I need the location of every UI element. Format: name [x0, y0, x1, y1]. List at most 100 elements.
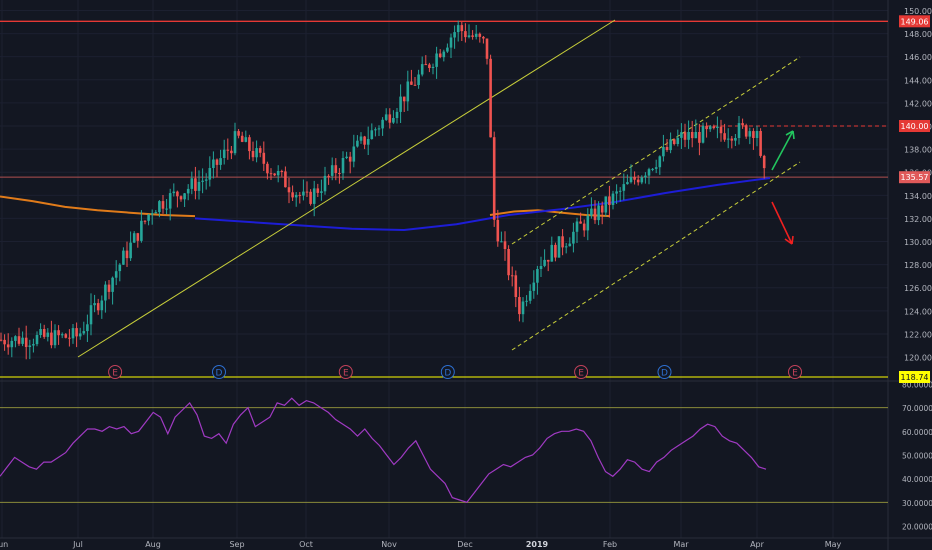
candle-body	[644, 175, 647, 178]
event-marker-d[interactable]: D	[440, 365, 455, 379]
time-tick-label: Dec	[457, 540, 472, 549]
candle-body	[730, 138, 734, 141]
price-tag-label: 118.74	[901, 373, 929, 382]
candle-body	[482, 36, 485, 39]
candle-body	[46, 332, 50, 337]
candle-body	[554, 244, 557, 258]
rsi-tick-label: 30.0000	[902, 499, 932, 508]
candle-body	[258, 148, 262, 153]
event-marker-circle	[108, 365, 123, 379]
event-marker-label: E	[343, 369, 349, 379]
candle-body	[536, 269, 539, 283]
candle-body	[118, 264, 122, 272]
candle-body	[431, 66, 435, 68]
event-marker-e[interactable]: E	[338, 365, 353, 379]
price-tick-label: 144.00	[904, 76, 932, 85]
event-marker-label: E	[792, 369, 798, 379]
lines-layer	[0, 19, 888, 378]
candle-body	[345, 156, 348, 158]
channel-lower-line	[511, 161, 801, 351]
candle-body	[546, 259, 550, 262]
rsi-line	[0, 397, 767, 503]
candle-body	[165, 208, 168, 210]
candle-body	[68, 337, 71, 339]
candle-body	[312, 188, 316, 204]
candle-body	[417, 74, 420, 85]
candle-body	[100, 300, 104, 311]
candle-body	[572, 231, 575, 244]
candle-body	[514, 275, 518, 297]
candle-body	[53, 330, 57, 346]
candle-body	[618, 190, 622, 192]
candle-body	[28, 345, 32, 347]
price-tick-label: 142.00	[904, 99, 932, 108]
candle-body	[701, 125, 705, 143]
candle-body	[309, 191, 312, 204]
price-tick-label: 148.00	[904, 30, 932, 39]
candle-body	[712, 126, 716, 129]
candle-body	[60, 334, 64, 336]
candle-body	[35, 335, 39, 345]
candle-body	[194, 178, 197, 191]
candle-body	[219, 158, 222, 165]
candle-body	[759, 131, 762, 156]
candle-body	[57, 330, 60, 336]
candle-body	[672, 139, 676, 144]
candle-body	[107, 284, 111, 292]
candle-body	[291, 192, 294, 198]
candle-body	[89, 305, 93, 325]
candle-body	[586, 215, 590, 231]
event-marker-e[interactable]: E	[574, 365, 589, 379]
candle-body	[302, 191, 305, 196]
candle-body	[176, 191, 179, 197]
price-tick-label: 122.00	[904, 331, 932, 340]
candle-body	[500, 241, 503, 243]
event-marker-label: D	[216, 369, 223, 379]
candle-body	[226, 149, 230, 151]
price-tick-label: 128.00	[904, 261, 932, 270]
candle-body	[327, 175, 330, 177]
candle-body	[240, 135, 244, 142]
candle-body	[694, 132, 698, 139]
candle-body	[294, 194, 298, 198]
candle-body	[665, 147, 669, 150]
candle-body	[489, 58, 492, 138]
candle-body	[690, 132, 694, 139]
time-tick-label: 2019	[526, 540, 549, 549]
candle-body	[172, 191, 176, 194]
event-marker-d[interactable]: D	[212, 365, 226, 379]
candle-body	[197, 181, 201, 191]
candle-body	[179, 196, 183, 200]
time-tick-label: Jun	[0, 540, 8, 549]
candle-body	[374, 129, 377, 131]
candle-body	[186, 188, 190, 194]
candle-body	[269, 173, 273, 175]
candle-body	[17, 336, 21, 344]
candle-body	[698, 132, 701, 143]
candle-body	[284, 171, 287, 188]
orange-moving-average	[0, 195, 196, 218]
candle-body	[662, 147, 665, 157]
event-marker-label: E	[578, 369, 584, 379]
candle-body	[248, 137, 251, 152]
price-tick-label: 146.00	[904, 53, 932, 62]
candle-body	[64, 334, 68, 338]
candle-body	[168, 193, 172, 209]
candle-body	[539, 266, 543, 269]
rsi-tick-label: 60.0000	[902, 428, 932, 437]
event-marker-label: D	[444, 369, 451, 379]
candle-body	[255, 148, 258, 158]
candle-body	[233, 131, 237, 154]
event-marker-e[interactable]: E	[788, 365, 802, 379]
blue-moving-average	[194, 177, 771, 232]
candle-body	[752, 131, 755, 138]
candle-body	[762, 155, 766, 169]
candle-body	[471, 35, 474, 37]
candle-body	[622, 184, 626, 191]
candle-body	[636, 179, 640, 183]
candle-body	[449, 37, 453, 48]
candle-body	[75, 328, 78, 337]
event-marker-d[interactable]: D	[657, 365, 672, 379]
event-marker-e[interactable]: E	[108, 365, 123, 379]
